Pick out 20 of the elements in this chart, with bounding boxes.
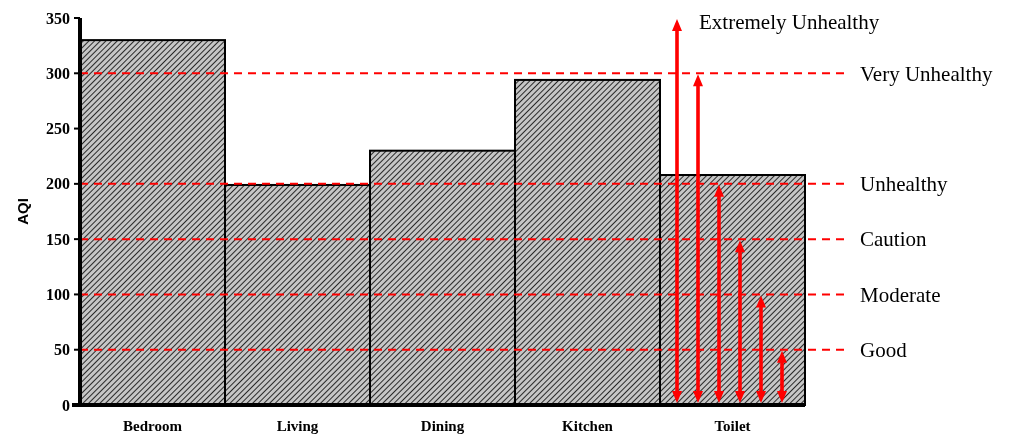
x-tick-label: Living <box>276 418 319 434</box>
y-tick-label: 250 <box>46 120 70 138</box>
x-tick-label: Kitchen <box>562 418 614 434</box>
x-tick-label: Toilet <box>714 418 751 434</box>
y-axis-title: AQI <box>14 198 31 225</box>
x-tick-label: Dining <box>420 418 465 434</box>
y-tick-label: 150 <box>46 230 70 248</box>
y-tick-label: 300 <box>46 64 70 82</box>
y-tick-label: 50 <box>54 341 70 359</box>
annotation: Extremely Unhealthy <box>699 10 880 35</box>
y-tick-label: 100 <box>46 286 70 304</box>
ref-line-label: Unhealthy <box>860 172 948 197</box>
x-tick-label: Bedroom <box>123 418 183 434</box>
ref-line-label: Moderate <box>860 282 941 307</box>
y-tick-label: 0 <box>62 396 70 414</box>
ref-line-label: Very Unhealthy <box>860 61 993 86</box>
ref-line-label: Caution <box>860 227 927 252</box>
y-tick-label: 200 <box>46 175 70 193</box>
y-tick-label: 350 <box>46 9 70 27</box>
ref-line-label: Good <box>860 338 908 363</box>
